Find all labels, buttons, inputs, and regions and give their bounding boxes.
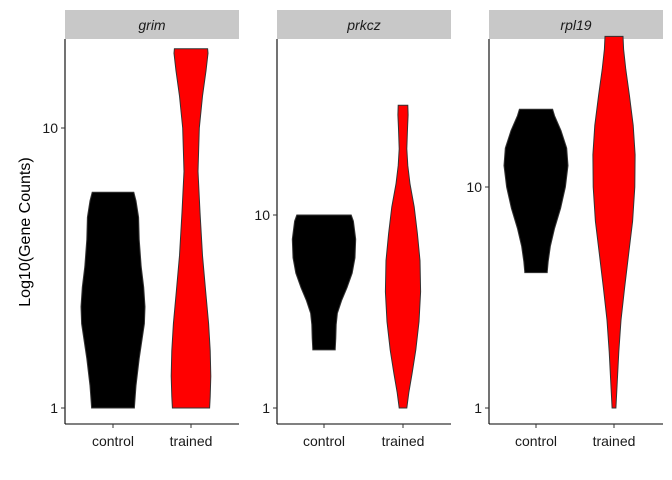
x-tick-label: trained	[170, 433, 213, 449]
facet-strip-rpl19	[489, 10, 663, 39]
y-tick-label: 10	[254, 207, 270, 223]
violin-rpl19-control	[503, 108, 569, 274]
x-tick-label: trained	[382, 433, 425, 449]
y-tick-label: 10	[42, 120, 58, 136]
y-axis-title: Log10(Gene Counts)	[17, 157, 34, 306]
facet-label-grim: grim	[138, 17, 166, 33]
facet-strip-grim	[65, 10, 239, 39]
violin-prkcz-control	[291, 214, 357, 351]
violin-rpl19-trained	[592, 35, 636, 409]
x-tick-label: control	[515, 433, 557, 449]
facet-strip-prkcz	[277, 10, 451, 39]
x-tick-label: trained	[593, 433, 636, 449]
y-tick-label: 10	[466, 179, 482, 195]
violin-prkcz-trained	[384, 104, 422, 409]
x-tick-label: control	[92, 433, 134, 449]
y-tick-label: 1	[262, 400, 270, 416]
facet-label-prkcz: prkcz	[346, 17, 380, 33]
y-tick-label: 1	[50, 400, 58, 416]
violin-grim-trained	[170, 48, 212, 409]
x-tick-label: control	[303, 433, 345, 449]
y-tick-label: 1	[474, 400, 482, 416]
violin-grim-control	[80, 191, 146, 409]
facet-label-rpl19: rpl19	[560, 17, 591, 33]
